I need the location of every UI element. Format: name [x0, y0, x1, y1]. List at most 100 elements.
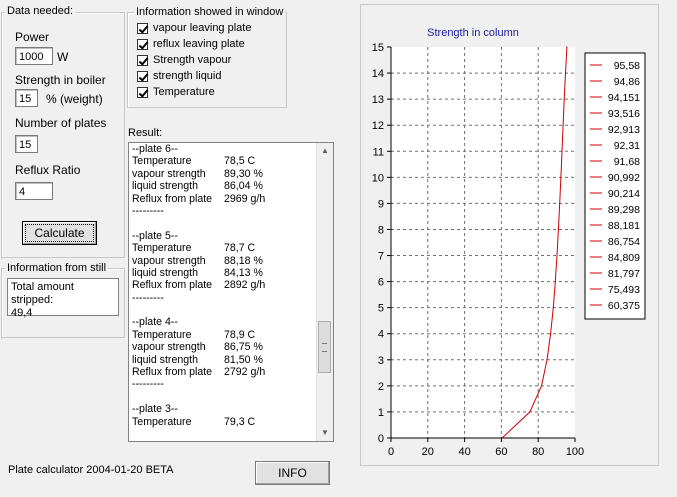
info-button[interactable]: INFO	[255, 461, 330, 485]
result-line	[132, 217, 265, 229]
still-text-line2: 49,4	[11, 307, 33, 319]
chart-title: Strength in column	[427, 27, 519, 39]
result-key: liquid strength	[132, 353, 198, 366]
result-line: --plate 3--	[132, 403, 265, 415]
result-line: vapour strength 88,18 %	[132, 255, 265, 267]
option-label: reflux leaving plate	[153, 38, 245, 50]
calculate-button[interactable]: Calculate	[22, 221, 97, 245]
data-point	[552, 307, 554, 309]
y-tick-label: 0	[378, 433, 384, 445]
result-value: 84,13 %	[224, 266, 263, 279]
y-tick-label: 7	[378, 251, 384, 263]
y-tick-label: 1	[378, 407, 384, 419]
y-tick-label: 4	[378, 329, 384, 341]
data-point	[557, 228, 560, 231]
result-key: --plate 5--	[132, 229, 178, 242]
result-key: Reflux from plate	[132, 279, 213, 292]
result-key: vapour strength	[132, 167, 206, 180]
result-line: Reflux from plate 2792 g/h	[132, 366, 265, 378]
results-scrollbar[interactable]: ▲ ▼	[316, 143, 333, 441]
option-temperature[interactable]: Temperature	[137, 86, 215, 100]
checkbox-checked-icon[interactable]	[137, 86, 148, 98]
legend-entry: 95,58	[614, 60, 640, 72]
data-point	[562, 124, 564, 126]
data-point	[501, 437, 503, 439]
option-label: strength liquid	[153, 70, 222, 82]
result-value: 79,3 C	[224, 415, 256, 428]
checkbox-checked-icon[interactable]	[137, 54, 148, 66]
still-text-line1: Total amount stripped:	[11, 281, 74, 306]
data-needed-title: Data needed:	[5, 5, 76, 17]
legend-entry: 92,913	[608, 124, 640, 136]
result-line: Temperature 78,5 C	[132, 155, 265, 167]
version-text: Plate calculator 2004-01-20 BETA	[8, 464, 174, 476]
result-key: --plate 6--	[132, 143, 178, 155]
option-label: Strength vapour	[153, 54, 232, 66]
legend-entry: 86,754	[608, 236, 640, 248]
result-key: Temperature	[132, 242, 192, 255]
y-tick-label: 11	[373, 146, 384, 158]
result-line: --plate 6--	[132, 143, 265, 155]
option-strength-vapour[interactable]: Strength vapour	[137, 54, 231, 68]
data-point	[564, 72, 567, 74]
plates-input[interactable]: 15	[15, 135, 38, 153]
x-tick-label: 60	[495, 446, 507, 458]
checkbox-checked-icon[interactable]	[137, 70, 148, 82]
result-line: ---------	[132, 378, 265, 390]
legend-entry: 94,151	[608, 92, 640, 104]
y-tick-label: 14	[372, 68, 384, 80]
result-value: 86,04 %	[224, 180, 263, 193]
result-key: ---------	[132, 291, 164, 304]
checkbox-checked-icon[interactable]	[137, 22, 148, 34]
option-label: Temperature	[153, 86, 215, 98]
y-tick-label: 8	[378, 224, 384, 236]
scroll-thumb[interactable]	[318, 321, 331, 373]
result-line: ---------	[132, 292, 265, 304]
result-line	[132, 391, 265, 403]
result-value: 81,50 %	[224, 353, 263, 366]
power-label: Power	[15, 30, 50, 44]
y-tick-label: 6	[378, 277, 384, 289]
legend-entry: 93,516	[608, 108, 640, 120]
legend-entry: 60,375	[608, 300, 640, 312]
y-tick-label: 13	[372, 94, 384, 106]
y-tick-label: 3	[378, 355, 384, 367]
data-point	[563, 98, 565, 100]
y-tick-label: 9	[378, 198, 384, 210]
legend-entry: 90,214	[608, 188, 640, 200]
result-value: 89,30 %	[224, 167, 263, 180]
option-label: vapour leaving plate	[153, 22, 252, 34]
legend-entry: 89,298	[608, 204, 640, 216]
strength-label: Strength in boiler	[15, 73, 106, 87]
option-vapour-leaving[interactable]: vapour leaving plate	[137, 22, 251, 36]
result-line: vapour strength 86,75 %	[132, 341, 265, 353]
power-input[interactable]: 1000	[15, 47, 53, 65]
data-point	[554, 281, 556, 283]
result-value: 78,5 C	[224, 155, 256, 168]
x-tick-label: 40	[458, 446, 470, 458]
strength-series-line	[501, 46, 568, 439]
result-value: 78,7 C	[224, 242, 256, 255]
scroll-up-icon[interactable]: ▲	[321, 146, 329, 155]
result-value: 2792 g/h	[224, 366, 266, 379]
result-key: Reflux from plate	[132, 366, 213, 379]
legend-entry: 91,68	[614, 156, 640, 168]
scroll-down-icon[interactable]: ▼	[321, 428, 329, 437]
power-unit: W	[57, 50, 69, 64]
reflux-label: Reflux Ratio	[15, 163, 81, 177]
y-tick-label: 5	[378, 303, 384, 315]
result-line: Temperature 78,9 C	[132, 329, 265, 341]
option-reflux-leaving[interactable]: reflux leaving plate	[137, 38, 245, 52]
data-point	[546, 359, 548, 361]
checkbox-checked-icon[interactable]	[137, 38, 148, 50]
reflux-input[interactable]: 4	[15, 182, 53, 200]
result-line: vapour strength 89,30 %	[132, 168, 265, 180]
option-strength-liquid[interactable]: strength liquid	[137, 70, 222, 84]
strength-input[interactable]: 15	[15, 89, 38, 107]
result-value: 78,9 C	[224, 328, 256, 341]
data-point	[566, 46, 568, 48]
result-key: ---------	[132, 378, 164, 391]
